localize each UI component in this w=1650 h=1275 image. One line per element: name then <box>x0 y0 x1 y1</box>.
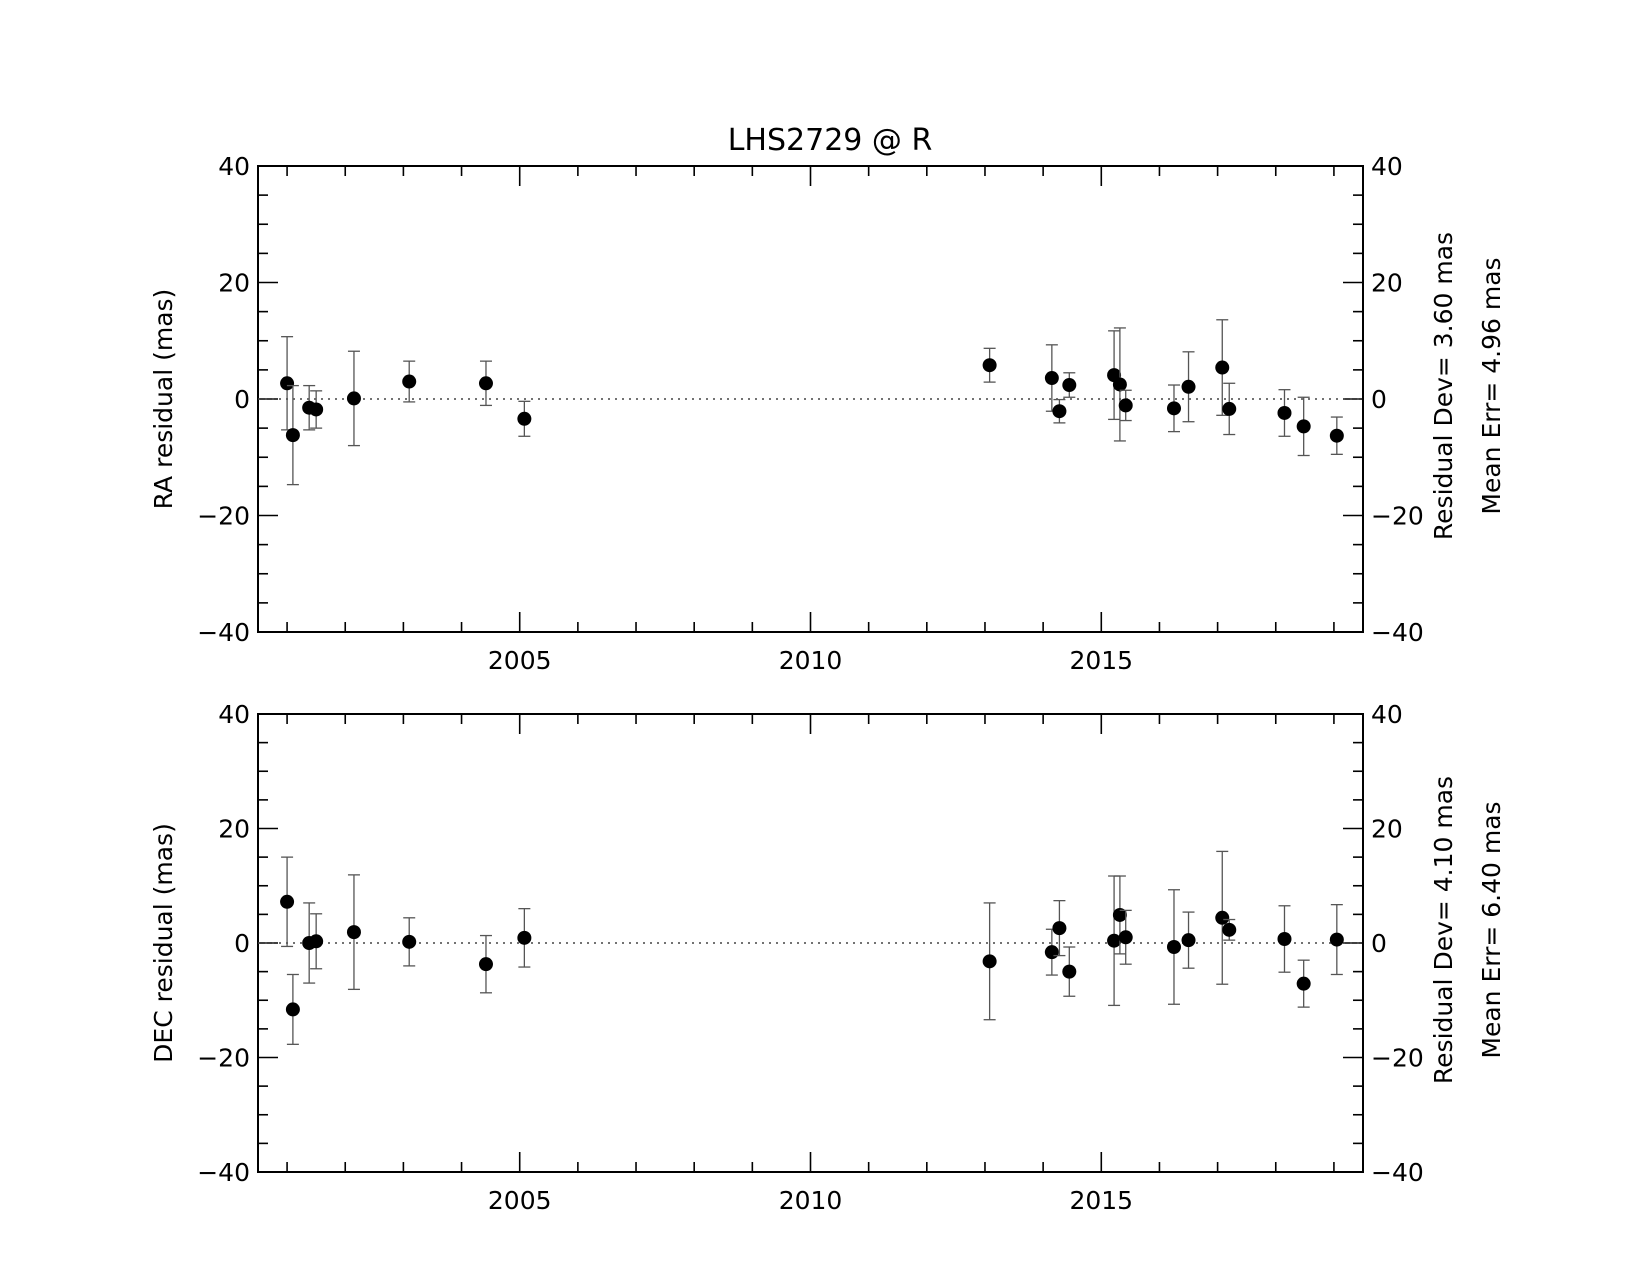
data-point <box>1112 377 1127 392</box>
data-point <box>1329 428 1344 443</box>
y-tick-label-left: 20 <box>218 269 250 298</box>
data-point <box>309 934 324 949</box>
data-point <box>1222 401 1237 416</box>
data-point <box>1181 379 1196 394</box>
y-tick-label-right: 40 <box>1371 152 1403 181</box>
data-point <box>402 934 417 949</box>
x-tick-label: 2015 <box>1069 1186 1133 1215</box>
data-point <box>982 358 997 373</box>
data-point <box>1181 933 1196 948</box>
y-tick-label-right: −40 <box>1371 618 1424 647</box>
y-tick-label-right: −40 <box>1371 1158 1424 1187</box>
data-point <box>1044 371 1059 386</box>
data-point <box>285 428 300 443</box>
data-point <box>1118 930 1133 945</box>
y-tick-label-right: 0 <box>1371 385 1387 414</box>
ra-residual-panel: −40 −40 −20 −20 0 0 20 20 40 40 2005 2010 2015 RA res… <box>149 152 1506 675</box>
y-tick-label-right: 20 <box>1371 269 1403 298</box>
data-point <box>1215 360 1230 375</box>
y-tick-label-left: −20 <box>197 1044 250 1073</box>
x-tick-label: 2005 <box>488 1186 552 1215</box>
residual-dev-label: Residual Dev= 4.10 mas <box>1429 776 1458 1084</box>
data-point <box>1052 921 1067 936</box>
data-point <box>309 402 324 417</box>
y-tick-label-left: −20 <box>197 502 250 531</box>
data-point <box>1062 964 1077 979</box>
y-tick-label-left: 0 <box>234 385 250 414</box>
chart-title: LHS2729 @ R <box>728 123 933 158</box>
data-point <box>285 1002 300 1017</box>
dec-residual-panel: −40 −40 −20 −20 0 0 20 20 40 40 2005 2010 2015 DEC re… <box>149 700 1506 1215</box>
y-axis-label: DEC residual (mas) <box>149 823 178 1063</box>
data-point <box>1062 378 1077 393</box>
data-point <box>517 930 532 945</box>
data-point <box>1044 945 1059 960</box>
x-tick-label: 2015 <box>1069 646 1133 675</box>
y-tick-label-right: −20 <box>1371 1044 1424 1073</box>
data-point <box>1222 922 1237 937</box>
x-tick-label: 2005 <box>488 646 552 675</box>
data-point <box>280 376 295 391</box>
y-axis-label: RA residual (mas) <box>149 289 178 510</box>
data-point <box>346 925 361 940</box>
mean-err-label: Mean Err= 6.40 mas <box>1477 801 1506 1058</box>
data-point <box>1296 976 1311 991</box>
data-point <box>1118 398 1133 413</box>
data-point <box>1296 419 1311 434</box>
data-point <box>1052 404 1067 419</box>
mean-err-label: Mean Err= 4.96 mas <box>1477 257 1506 514</box>
x-tick-label: 2010 <box>779 1186 843 1215</box>
data-point <box>1166 401 1181 416</box>
y-tick-label-right: 40 <box>1371 700 1403 729</box>
data-point <box>1277 405 1292 420</box>
y-tick-label-left: −40 <box>197 1158 250 1187</box>
data-point <box>1329 932 1344 947</box>
y-tick-label-right: −20 <box>1371 502 1424 531</box>
y-tick-label-right: 0 <box>1371 929 1387 958</box>
data-point <box>1215 910 1230 925</box>
data-point <box>1112 907 1127 922</box>
residual-dev-label: Residual Dev= 3.60 mas <box>1429 232 1458 540</box>
data-point <box>346 391 361 406</box>
y-tick-label-left: 20 <box>218 815 250 844</box>
data-point <box>1166 940 1181 955</box>
data-point <box>478 376 493 391</box>
y-tick-label-left: 40 <box>218 152 250 181</box>
data-point <box>982 954 997 969</box>
data-point <box>1277 931 1292 946</box>
data-point <box>280 894 295 909</box>
y-tick-label-left: −40 <box>197 618 250 647</box>
data-point <box>402 374 417 389</box>
data-point <box>478 957 493 972</box>
x-tick-label: 2010 <box>779 646 843 675</box>
data-point <box>517 411 532 426</box>
y-tick-label-right: 20 <box>1371 815 1403 844</box>
y-tick-label-left: 0 <box>234 929 250 958</box>
data-point <box>1107 933 1122 948</box>
y-tick-label-left: 40 <box>218 700 250 729</box>
